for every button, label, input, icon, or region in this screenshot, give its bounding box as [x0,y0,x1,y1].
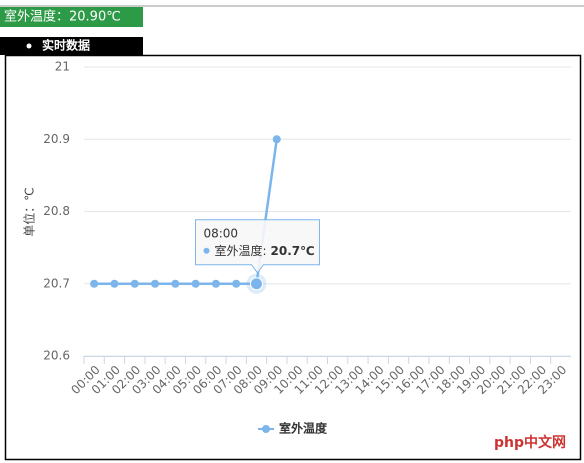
tooltip-header: 08:00 [203,226,238,240]
point [90,279,99,288]
tooltip-label: 室外温度: [214,242,266,257]
y-tick-label: 20.9 [43,132,70,146]
tab[interactable] [0,37,143,55]
legend-dot [262,425,270,433]
watermark: php中文网 [494,434,566,451]
y-tick-label: 20.8 [43,204,70,218]
y-tick-label: 21 [55,60,70,74]
header-box [0,7,143,27]
tooltip-value: 20.7℃ [271,243,315,257]
header-text: 室外温度：20.90℃ [4,9,121,25]
tooltip: 08:00 室外温度: 20.7℃ [194,219,320,274]
point [272,135,281,144]
y-tick-label: 20.7 [43,276,70,290]
tooltip-dot [203,247,210,254]
chart-frame [4,54,582,461]
legend-label[interactable]: 室外温度 [279,421,328,436]
point [110,279,119,288]
y-axis-title: 单位：℃ [22,187,37,236]
tab-bullet [26,43,32,49]
point [191,279,200,288]
y-tick-label: 20.6 [43,349,70,363]
point [151,279,160,288]
point [232,279,241,288]
series-line [94,139,279,285]
point [130,279,139,288]
tooltip-line: 室外温度: 20.7℃ [214,242,314,257]
point [211,279,220,288]
tooltip-box [194,219,320,274]
tab-label[interactable]: 实时数据 [42,38,90,53]
point [249,277,263,291]
point [171,279,180,288]
